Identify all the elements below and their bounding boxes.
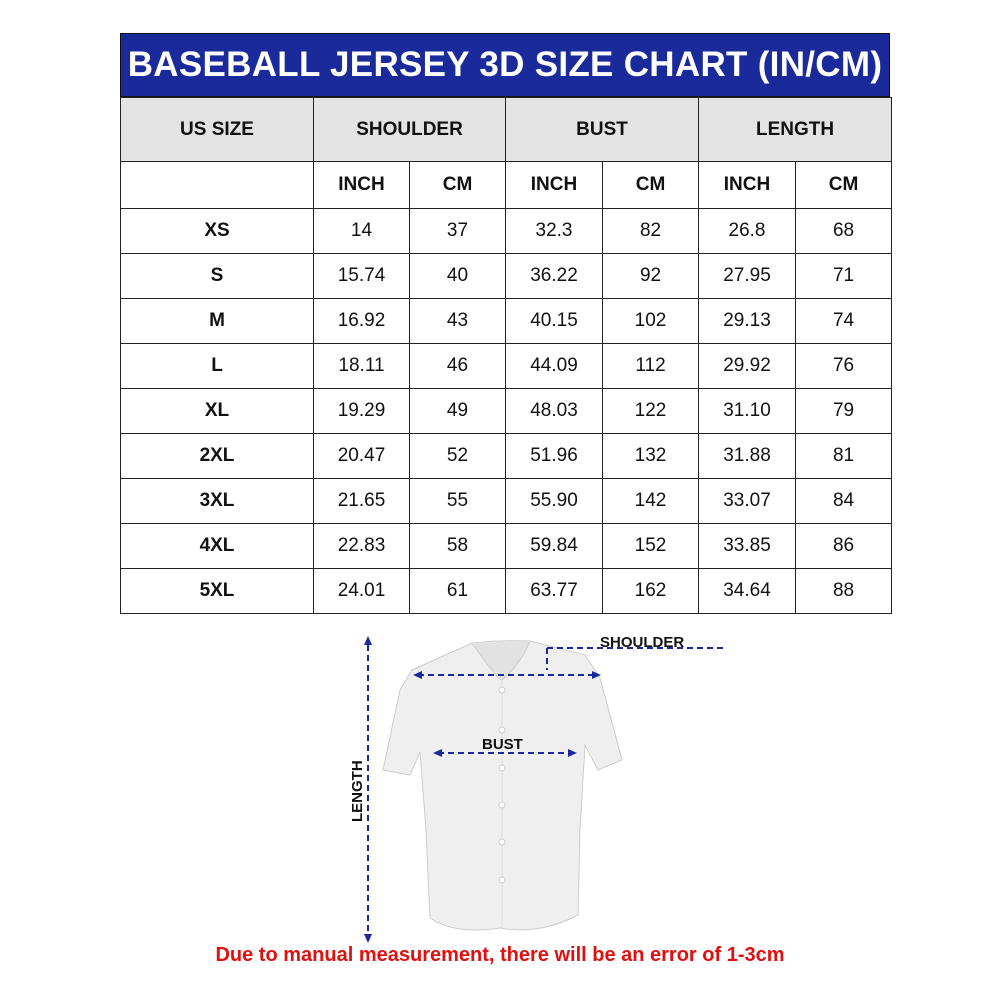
table-row: 5XL 24.01 61 63.77 162 34.64 88 <box>120 568 893 614</box>
size-cell: 3XL <box>120 478 314 524</box>
shoulder-label: SHOULDER <box>600 634 684 651</box>
value-cell: 37 <box>409 208 506 254</box>
value-cell: 24.01 <box>313 568 410 614</box>
table-row: 3XL 21.65 55 55.90 142 33.07 84 <box>120 478 893 524</box>
unit-cell: INCH <box>313 161 410 209</box>
value-cell: 19.29 <box>313 388 410 434</box>
header-length: LENGTH <box>698 97 893 162</box>
chart-title: BASEBALL JERSEY 3D SIZE CHART (IN/CM) <box>120 33 890 97</box>
size-table: US SIZE SHOULDER BUST LENGTH INCH CM INC… <box>120 97 893 614</box>
value-cell: 20.47 <box>313 433 410 479</box>
value-cell: 142 <box>601 478 700 524</box>
value-cell: 33.85 <box>698 523 797 569</box>
size-cell: S <box>120 253 314 299</box>
size-cell: 4XL <box>120 523 314 569</box>
unit-blank <box>120 161 314 209</box>
unit-cell: CM <box>601 161 700 209</box>
value-cell: 102 <box>601 298 700 344</box>
length-label: LENGTH <box>349 760 366 822</box>
value-cell: 86 <box>795 523 893 569</box>
value-cell: 26.8 <box>698 208 797 254</box>
size-cell: L <box>120 343 314 389</box>
value-cell: 132 <box>601 433 700 479</box>
unit-cell: CM <box>409 161 506 209</box>
unit-cell: CM <box>795 161 893 209</box>
value-cell: 29.92 <box>698 343 797 389</box>
value-cell: 33.07 <box>698 478 797 524</box>
value-cell: 36.22 <box>505 253 603 299</box>
header-bust: BUST <box>504 97 700 162</box>
value-cell: 51.96 <box>505 433 603 479</box>
value-cell: 84 <box>795 478 893 524</box>
value-cell: 21.65 <box>313 478 410 524</box>
value-cell: 55 <box>409 478 506 524</box>
value-cell: 49 <box>409 388 506 434</box>
value-cell: 88 <box>795 568 893 614</box>
value-cell: 79 <box>795 388 893 434</box>
table-row: L 18.11 46 44.09 112 29.92 76 <box>120 343 893 389</box>
value-cell: 22.83 <box>313 523 410 569</box>
value-cell: 81 <box>795 433 893 479</box>
header-row: US SIZE SHOULDER BUST LENGTH <box>120 97 893 162</box>
value-cell: 112 <box>601 343 700 389</box>
measurement-note: Due to manual measurement, there will be… <box>215 944 785 966</box>
unit-row: INCH CM INCH CM INCH CM <box>120 161 893 209</box>
value-cell: 122 <box>601 388 700 434</box>
value-cell: 32.3 <box>505 208 603 254</box>
table-row: XS 14 37 32.3 82 26.8 68 <box>120 208 893 254</box>
header-shoulder: SHOULDER <box>313 97 506 162</box>
table-row: 2XL 20.47 52 51.96 132 31.88 81 <box>120 433 893 479</box>
table-row: M 16.92 43 40.15 102 29.13 74 <box>120 298 893 344</box>
value-cell: 43 <box>409 298 506 344</box>
table-row: S 15.74 40 36.22 92 27.95 71 <box>120 253 893 299</box>
bust-label: BUST <box>482 736 523 753</box>
value-cell: 68 <box>795 208 893 254</box>
value-cell: 31.88 <box>698 433 797 479</box>
value-cell: 162 <box>601 568 700 614</box>
value-cell: 27.95 <box>698 253 797 299</box>
value-cell: 14 <box>313 208 410 254</box>
table-row: 4XL 22.83 58 59.84 152 33.85 86 <box>120 523 893 569</box>
value-cell: 74 <box>795 298 893 344</box>
jersey-image <box>382 640 623 931</box>
value-cell: 34.64 <box>698 568 797 614</box>
value-cell: 46 <box>409 343 506 389</box>
size-cell: 5XL <box>120 568 314 614</box>
value-cell: 29.13 <box>698 298 797 344</box>
value-cell: 76 <box>795 343 893 389</box>
value-cell: 92 <box>601 253 700 299</box>
